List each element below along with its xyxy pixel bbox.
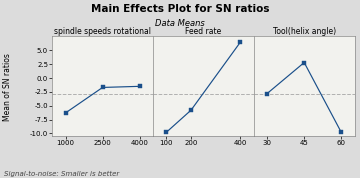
Text: Main Effects Plot for SN ratios: Main Effects Plot for SN ratios <box>91 4 269 14</box>
Title: Feed rate: Feed rate <box>185 27 221 36</box>
Text: Data Means: Data Means <box>155 19 205 28</box>
Title: spindle speeds rotational: spindle speeds rotational <box>54 27 151 36</box>
Text: Mean of SN ratios: Mean of SN ratios <box>3 53 12 121</box>
Title: Tool(helix angle): Tool(helix angle) <box>273 27 336 36</box>
Text: Signal-to-noise: Smaller is better: Signal-to-noise: Smaller is better <box>4 171 119 177</box>
